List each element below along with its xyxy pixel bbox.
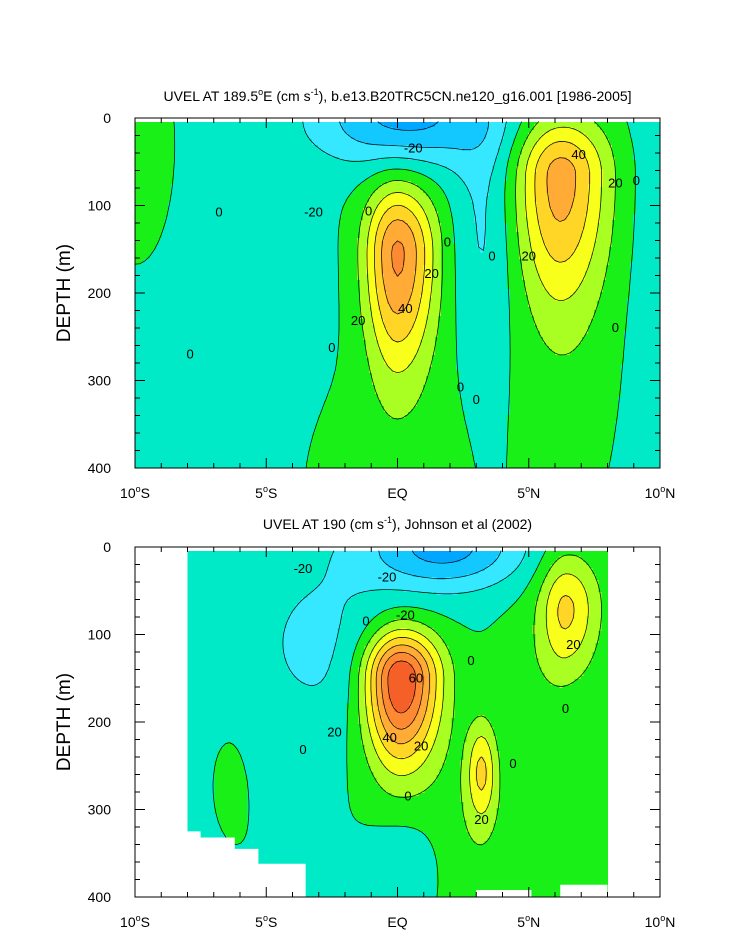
contour-line (377, 121, 439, 131)
x-tick-label: 10oN (645, 913, 676, 930)
x-tick-label: 5oN (517, 484, 540, 501)
contour-label: 20 (351, 313, 365, 328)
contour-line (357, 554, 602, 846)
y-axis-label: DEPTH (m) (54, 673, 75, 771)
y-tick-label: 400 (88, 889, 112, 905)
contour-label: 20 (608, 176, 622, 191)
contour-line (391, 240, 405, 277)
contour-line (381, 157, 577, 315)
tick-marks (134, 546, 661, 898)
y-tick-label: 100 (88, 198, 112, 214)
x-tick-label: 5oS (255, 484, 277, 501)
contour-label: 0 (562, 701, 569, 716)
contour-label: 0 (509, 756, 516, 771)
tick-marks (134, 117, 661, 469)
x-tick-label: 5oS (255, 913, 277, 930)
y-tick-label: 0 (103, 539, 111, 555)
contour-label: 0 (612, 320, 619, 335)
x-tick-label: 5oN (517, 913, 540, 930)
contour-label: 20 (414, 739, 428, 754)
contour-label: 0 (444, 234, 451, 249)
chart-title: UVEL AT 190 (cm s-1), Johnson et al (200… (263, 515, 532, 532)
contour-label: 20 (474, 812, 488, 827)
x-tick-label: 10oS (120, 913, 150, 930)
contour-line (378, 550, 502, 579)
x-tick-label: EQ (387, 914, 407, 930)
contour-label: 0 (365, 204, 372, 219)
contour-label: 20 (424, 266, 438, 281)
y-tick-label: 0 (103, 110, 111, 126)
contour-label: 0 (633, 173, 640, 188)
contour-line (411, 550, 473, 564)
contour-label: 0 (473, 392, 480, 407)
contour-label: 0 (187, 346, 194, 361)
contour-label: 20 (566, 637, 580, 652)
y-tick-label: 100 (88, 627, 112, 643)
contour-line (375, 644, 430, 745)
contour-label: 0 (457, 380, 464, 395)
contour-field (187, 547, 609, 897)
y-tick-label: 200 (88, 285, 112, 301)
contour-line (374, 141, 590, 343)
contour-label: 0 (467, 653, 474, 668)
contour-line (366, 126, 603, 374)
contour-line (357, 121, 616, 420)
contour-label: -20 (378, 570, 397, 585)
x-tick-label: 10oN (645, 484, 676, 501)
y-tick-label: 300 (88, 373, 112, 389)
y-tick-label: 300 (88, 802, 112, 818)
contour-label: 20 (327, 725, 341, 740)
x-tick-label: 10oS (120, 484, 150, 501)
contour-label: 0 (328, 340, 335, 355)
contour-line (302, 121, 507, 251)
contour-label: -20 (396, 607, 415, 622)
missing-data-mask (187, 831, 608, 897)
contour-line (135, 121, 636, 468)
contour-label: 20 (522, 248, 536, 263)
y-tick-label: 400 (88, 460, 112, 476)
chart-title: UVEL AT 189.5oE (cm s-1), b.e13.B20TRC5C… (163, 87, 631, 104)
contour-line (387, 660, 417, 714)
y-axis-label: DEPTH (m) (54, 244, 75, 342)
contour-line (370, 595, 575, 791)
contour-label: 0 (488, 248, 495, 263)
contour-field (135, 118, 660, 468)
contour-label: -20 (404, 141, 423, 156)
contour-label: 0 (299, 742, 306, 757)
contour-label: -20 (294, 561, 313, 576)
contour-label: 40 (571, 147, 585, 162)
contour-label: 0 (215, 205, 222, 220)
contour-label: 40 (382, 730, 396, 745)
contour-label: 0 (362, 613, 369, 628)
contour-line (381, 652, 424, 730)
contour-label: 60 (409, 670, 423, 685)
x-tick-label: EQ (387, 485, 407, 501)
y-tick-label: 200 (88, 714, 112, 730)
contour-line (364, 573, 589, 815)
contour-line (339, 121, 490, 151)
contour-line (282, 550, 527, 686)
contour-label: -20 (304, 205, 323, 220)
contour-label: 40 (398, 301, 412, 316)
contour-label: 0 (404, 788, 411, 803)
